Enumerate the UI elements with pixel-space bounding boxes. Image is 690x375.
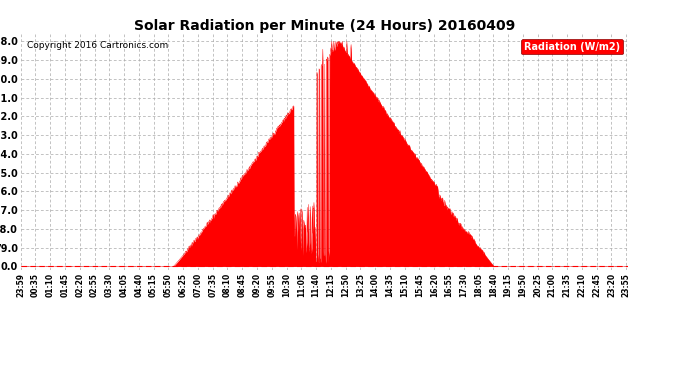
Legend: Radiation (W/m2): Radiation (W/m2) [521,39,623,54]
Text: Copyright 2016 Cartronics.com: Copyright 2016 Cartronics.com [27,41,168,50]
Title: Solar Radiation per Minute (24 Hours) 20160409: Solar Radiation per Minute (24 Hours) 20… [134,19,515,33]
